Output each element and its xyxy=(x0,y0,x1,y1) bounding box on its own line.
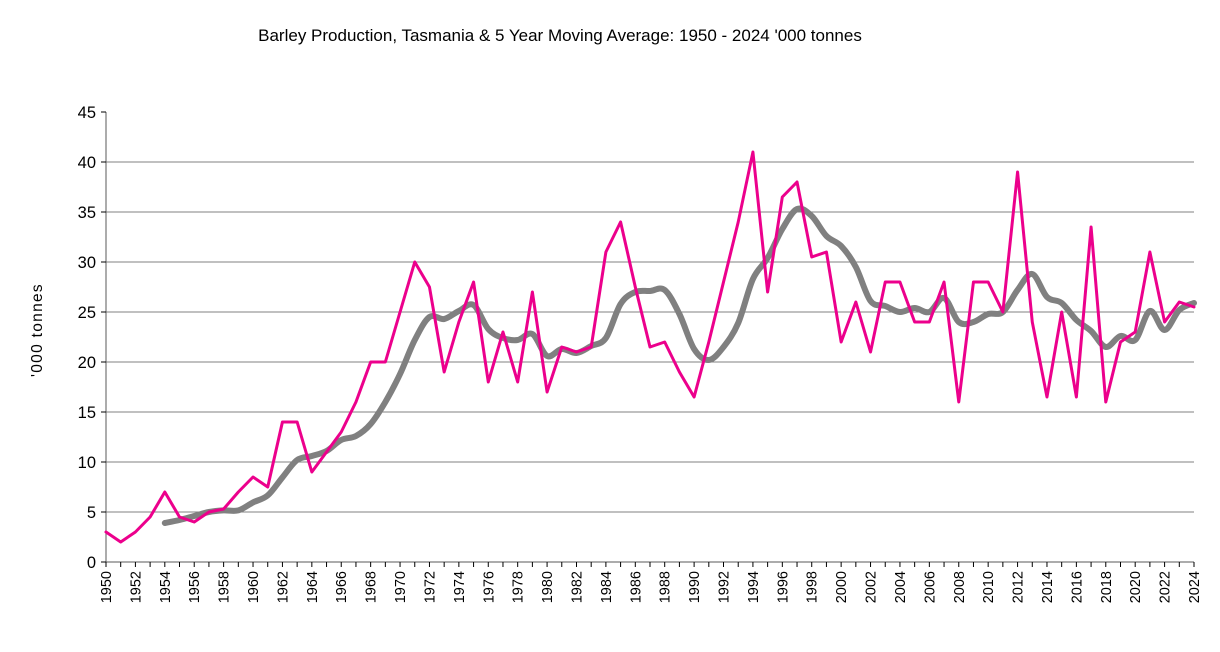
svg-text:35: 35 xyxy=(78,204,96,222)
svg-text:2012: 2012 xyxy=(1011,571,1027,603)
svg-text:1966: 1966 xyxy=(334,571,350,603)
svg-text:20: 20 xyxy=(78,354,96,372)
svg-text:1952: 1952 xyxy=(128,571,144,603)
svg-text:2014: 2014 xyxy=(1040,571,1056,603)
svg-text:2002: 2002 xyxy=(864,571,880,603)
svg-text:1962: 1962 xyxy=(275,571,291,603)
svg-text:2020: 2020 xyxy=(1128,571,1144,603)
svg-text:2022: 2022 xyxy=(1158,571,1174,603)
svg-text:2004: 2004 xyxy=(893,571,909,603)
svg-text:2024: 2024 xyxy=(1187,571,1203,603)
svg-text:1996: 1996 xyxy=(775,571,791,603)
svg-text:1992: 1992 xyxy=(717,571,733,603)
svg-text:1978: 1978 xyxy=(511,571,527,603)
svg-text:1982: 1982 xyxy=(569,571,585,603)
svg-text:1974: 1974 xyxy=(452,571,468,603)
svg-text:1956: 1956 xyxy=(187,571,203,603)
svg-text:10: 10 xyxy=(78,454,96,472)
svg-text:1964: 1964 xyxy=(305,571,321,603)
svg-text:45: 45 xyxy=(78,104,96,122)
svg-text:1950: 1950 xyxy=(99,571,115,603)
svg-text:1990: 1990 xyxy=(687,571,703,603)
svg-text:1998: 1998 xyxy=(805,571,821,603)
svg-text:1976: 1976 xyxy=(481,571,497,603)
svg-text:1986: 1986 xyxy=(628,571,644,603)
svg-text:2016: 2016 xyxy=(1069,571,1085,603)
svg-text:1980: 1980 xyxy=(540,571,556,603)
svg-text:15: 15 xyxy=(78,404,96,422)
svg-text:1968: 1968 xyxy=(364,571,380,603)
svg-text:1972: 1972 xyxy=(422,571,438,603)
svg-text:1954: 1954 xyxy=(158,571,174,603)
svg-text:25: 25 xyxy=(78,304,96,322)
svg-text:30: 30 xyxy=(78,254,96,272)
svg-text:2006: 2006 xyxy=(922,571,938,603)
svg-text:2000: 2000 xyxy=(834,571,850,603)
svg-text:2018: 2018 xyxy=(1099,571,1115,603)
svg-text:2008: 2008 xyxy=(952,571,968,603)
svg-text:1970: 1970 xyxy=(393,571,409,603)
svg-text:5: 5 xyxy=(87,504,96,522)
svg-text:2010: 2010 xyxy=(981,571,997,603)
svg-text:1958: 1958 xyxy=(217,571,233,603)
svg-text:1994: 1994 xyxy=(746,571,762,603)
svg-text:1988: 1988 xyxy=(658,571,674,603)
svg-text:1960: 1960 xyxy=(246,571,262,603)
svg-text:1984: 1984 xyxy=(599,571,615,603)
svg-text:0: 0 xyxy=(87,554,96,572)
svg-text:40: 40 xyxy=(78,154,96,172)
